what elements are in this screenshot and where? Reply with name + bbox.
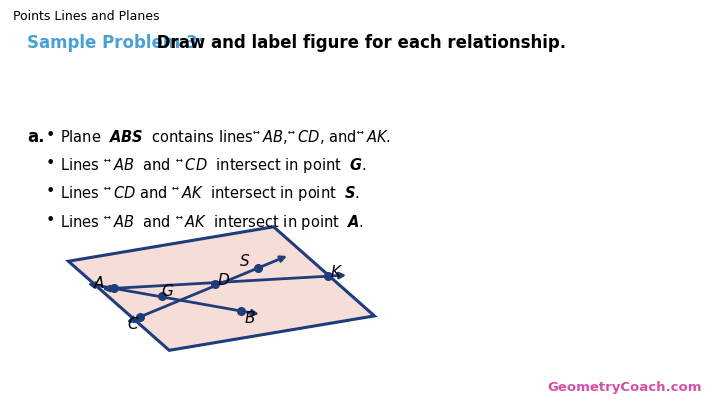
Text: Sample Problem 3:: Sample Problem 3: xyxy=(27,34,204,52)
Text: Lines  $\overleftrightarrow{AB}$  and  $\overleftrightarrow{CD}$  intersect in p: Lines $\overleftrightarrow{AB}$ and $\ov… xyxy=(60,156,366,175)
Text: Draw and label figure for each relationship.: Draw and label figure for each relations… xyxy=(151,34,567,52)
Polygon shape xyxy=(68,227,374,350)
Text: Plane  $\bfit{ABS}$  contains lines $\overleftrightarrow{AB}$, $\overleftrightar: Plane $\bfit{ABS}$ contains lines $\over… xyxy=(60,128,391,145)
Text: $\mathit{S}$: $\mathit{S}$ xyxy=(239,253,251,269)
Text: GeometryCoach.com: GeometryCoach.com xyxy=(547,381,702,394)
Text: $\mathit{D}$: $\mathit{D}$ xyxy=(217,272,230,288)
Text: •: • xyxy=(45,184,55,199)
Text: Lines  $\overleftrightarrow{CD}$ and  $\overleftrightarrow{AK}$  intersect in po: Lines $\overleftrightarrow{CD}$ and $\ov… xyxy=(60,184,360,203)
Text: a.: a. xyxy=(27,128,45,145)
Text: Lines  $\overleftrightarrow{AB}$  and  $\overleftrightarrow{AK}$  intersect in p: Lines $\overleftrightarrow{AB}$ and $\ov… xyxy=(60,213,364,232)
Text: •: • xyxy=(45,128,55,143)
Text: $\mathit{G}$: $\mathit{G}$ xyxy=(161,283,174,299)
Text: $\mathit{C}$: $\mathit{C}$ xyxy=(127,316,140,332)
Text: Points Lines and Planes: Points Lines and Planes xyxy=(13,10,159,23)
Text: •: • xyxy=(45,213,55,228)
Text: $\mathit{A}$: $\mathit{A}$ xyxy=(94,275,105,291)
Text: $\mathit{K}$: $\mathit{K}$ xyxy=(330,264,343,280)
Text: •: • xyxy=(45,156,55,171)
Text: $\mathit{B}$: $\mathit{B}$ xyxy=(244,309,256,326)
